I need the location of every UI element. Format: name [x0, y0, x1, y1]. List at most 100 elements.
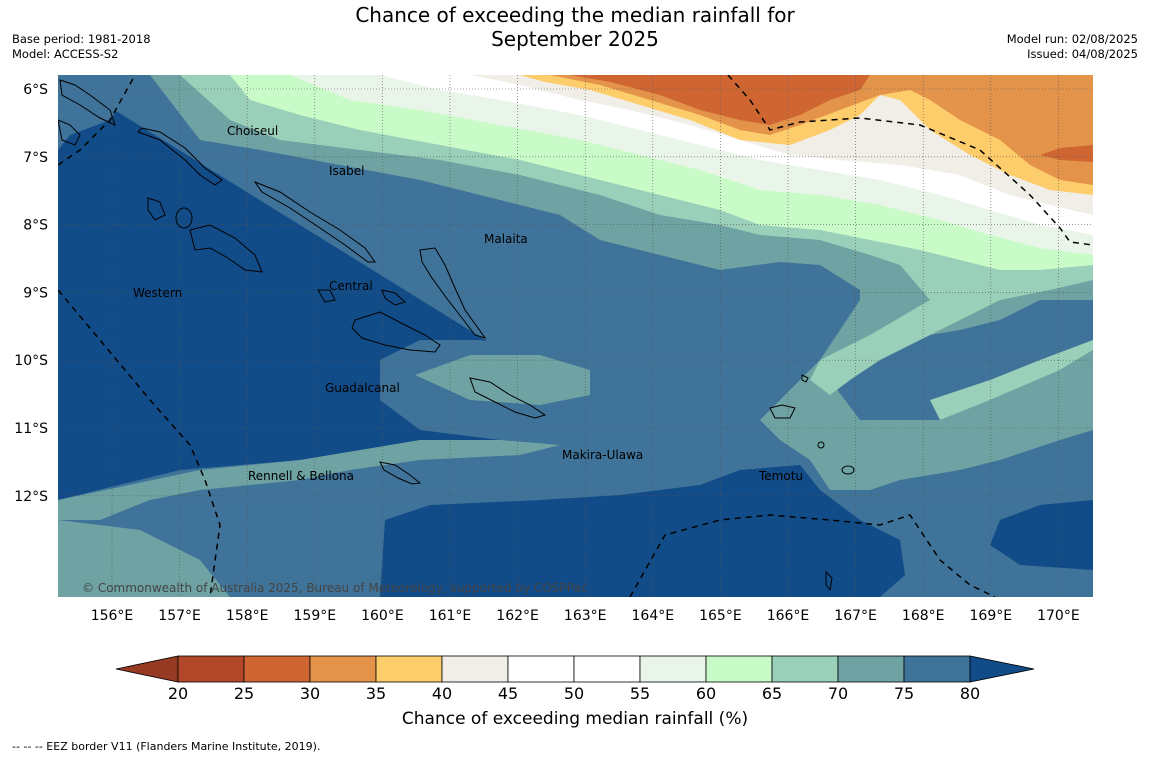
island-kolombangara — [175, 207, 193, 229]
colorbar-tick-label: 45 — [498, 684, 518, 703]
island-south — [825, 570, 833, 592]
island-vella — [147, 197, 166, 221]
colorbar-tick-labels: 20 25 30 35 40 45 50 55 60 65 70 75 80 — [168, 684, 980, 703]
label-rennell-bellona: Rennell & Bellona — [248, 469, 354, 483]
colorbar-high-extend — [969, 655, 1035, 683]
map-area: Choiseul Isabel Malaita Western Central … — [58, 75, 1093, 597]
island-rennell — [379, 461, 422, 485]
contour-30-35-east — [1040, 145, 1093, 162]
island-makira — [469, 377, 547, 419]
longitude-labels: 156°E 157°E 158°E 159°E 160°E 161°E 162°E 163°E… — [91, 608, 1080, 624]
colorbar-tick-label: 40 — [432, 684, 452, 703]
colorbar-swatch — [705, 655, 773, 683]
label-malaita: Malaita — [484, 232, 528, 246]
longitude-label: 156°E — [91, 608, 134, 624]
colorbar-swatch — [177, 655, 245, 683]
colorbar-swatch — [837, 655, 905, 683]
island-guadalcanal — [351, 311, 441, 353]
region-labels: Choiseul Isabel Malaita Western Central … — [133, 124, 803, 483]
colorbar-tick-label: 30 — [300, 684, 320, 703]
island-new-georgia — [189, 224, 263, 273]
issued-date: Issued: 04/08/2025 — [1027, 47, 1138, 61]
label-central: Central — [329, 279, 373, 293]
graticule — [58, 75, 1093, 597]
island-santa-cruz — [769, 404, 796, 419]
latitude-labels: 6°S 7°S 8°S 9°S 10°S 11°S 12°S — [14, 82, 48, 505]
label-western: Western — [133, 286, 182, 300]
longitude-label: 163°E — [564, 608, 607, 624]
eez-border-west — [58, 289, 221, 597]
label-isabel: Isabel — [329, 164, 364, 178]
island-russell — [381, 289, 406, 306]
island-outlines — [58, 79, 855, 592]
island-bougainville-tip — [58, 119, 81, 146]
longitude-label: 170°E — [1037, 608, 1080, 624]
longitude-label: 161°E — [429, 608, 472, 624]
colorbar — [115, 655, 1035, 683]
colorbar-tick-label: 60 — [696, 684, 716, 703]
colorbar-swatch — [441, 655, 509, 683]
island-choiseul — [137, 127, 223, 186]
longitude-label: 157°E — [158, 608, 201, 624]
model-info: Base period: 1981-2018 Model: ACCESS-S2 — [12, 32, 151, 62]
island-isabel — [253, 180, 376, 263]
latitude-label: 7°S — [23, 150, 48, 166]
eez-boundaries — [58, 75, 1093, 597]
colorbar-swatch — [309, 655, 377, 683]
longitude-label: 162°E — [496, 608, 539, 624]
colorbar-tick-label: 25 — [234, 684, 254, 703]
colorbar-swatch — [507, 655, 575, 683]
latitude-label: 9°S — [23, 285, 48, 301]
longitude-label: 160°E — [361, 608, 404, 624]
base-period: Base period: 1981-2018 — [12, 32, 151, 46]
latitude-label: 8°S — [23, 218, 48, 234]
longitude-label: 158°E — [226, 608, 269, 624]
colorbar-swatch — [375, 655, 443, 683]
colorbar-tick-label: 70 — [828, 684, 848, 703]
colorbar-swatch — [243, 655, 311, 683]
longitude-label: 165°E — [699, 608, 742, 624]
contour-70-75-sw — [58, 520, 230, 597]
map-title: Chance of exceeding the median rainfall … — [0, 3, 1150, 51]
contour-70-75-mid — [415, 355, 590, 405]
eez-footnote: -- -- -- EEZ border V11 (Flanders Marine… — [12, 740, 321, 753]
contour-30-35 — [570, 75, 870, 125]
copyright-text: © Commonwealth of Australia 2025, Bureau… — [82, 581, 587, 595]
colorbar-tick-label: 20 — [168, 684, 188, 703]
label-guadalcanal: Guadalcanal — [325, 381, 400, 395]
colorbar-low-extend — [115, 655, 179, 683]
colorbar-tick-label: 75 — [894, 684, 914, 703]
colorbar-tick-label: 35 — [366, 684, 386, 703]
title-line-1: Chance of exceeding the median rainfall … — [355, 3, 795, 27]
model-name: Model: ACCESS-S2 — [12, 47, 119, 61]
island-tikopia — [817, 441, 825, 449]
title-line-2: September 2025 — [491, 27, 659, 51]
contour-70-75-south — [58, 440, 560, 520]
colorbar-swatch — [771, 655, 839, 683]
run-info: Model run: 02/08/2025 Issued: 04/08/2025 — [1007, 32, 1138, 62]
latitude-label: 10°S — [14, 353, 48, 369]
latitude-label: 6°S — [23, 82, 48, 98]
label-makira-ulawa: Makira-Ulawa — [562, 448, 643, 462]
longitude-label: 167°E — [834, 608, 877, 624]
island-florida — [317, 289, 336, 303]
longitude-label: 169°E — [970, 608, 1013, 624]
longitude-label: 168°E — [902, 608, 945, 624]
island-reef — [801, 374, 809, 383]
colorbar-tick-label: 50 — [564, 684, 584, 703]
colorbar-swatch — [573, 655, 641, 683]
eez-border-south — [629, 514, 996, 597]
colorbar-swatch — [639, 655, 707, 683]
eez-border-northwest — [58, 75, 136, 166]
contour-80-southeast — [990, 500, 1093, 570]
longitude-label: 159°E — [294, 608, 337, 624]
colorbar-tick-label: 80 — [960, 684, 980, 703]
longitude-label: 164°E — [632, 608, 675, 624]
island-vanikoro — [841, 465, 855, 475]
label-choiseul: Choiseul — [227, 124, 278, 138]
colorbar-tick-label: 65 — [762, 684, 782, 703]
island-malaita — [419, 247, 487, 339]
colorbar-swatch — [903, 655, 971, 683]
latitude-label: 12°S — [14, 489, 48, 505]
